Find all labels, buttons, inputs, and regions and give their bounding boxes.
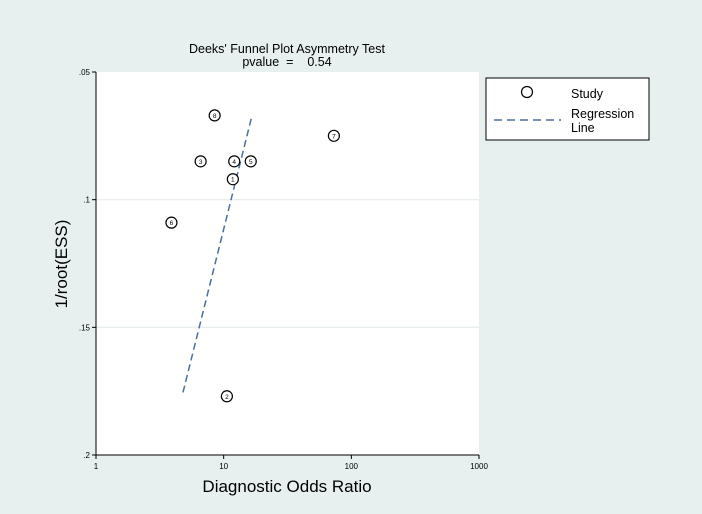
study-point-label-8: 8 bbox=[213, 113, 217, 120]
legend-regression-label-1: Regression bbox=[571, 107, 634, 121]
x-tick-label: 1000 bbox=[470, 462, 488, 471]
study-point-6 bbox=[165, 216, 178, 229]
chart-subtitle: pvalue = 0.54 bbox=[242, 55, 331, 69]
y-tick-label: .1 bbox=[83, 196, 90, 205]
study-point-4 bbox=[228, 155, 241, 168]
plot-area bbox=[96, 72, 479, 455]
study-point-7 bbox=[327, 129, 340, 142]
legend: Study Regression Line bbox=[485, 77, 650, 141]
x-tick-label: 10 bbox=[219, 462, 228, 471]
study-point-1 bbox=[226, 173, 239, 186]
regression-line bbox=[182, 117, 253, 393]
y-tick-label: .15 bbox=[79, 323, 91, 332]
x-tick-label: 1 bbox=[94, 462, 99, 471]
legend-box bbox=[485, 77, 650, 141]
study-point-3 bbox=[194, 155, 207, 168]
x-axis-label: Diagnostic Odds Ratio bbox=[202, 477, 371, 496]
chart-title: Deeks' Funnel Plot Asymmetry Test bbox=[189, 42, 386, 56]
study-point-8 bbox=[208, 109, 221, 122]
study-point-label-7: 7 bbox=[332, 133, 336, 140]
study-point-label-3: 3 bbox=[199, 159, 203, 166]
study-point-label-4: 4 bbox=[232, 159, 236, 166]
y-axis-label: 1/root(ESS) bbox=[52, 220, 71, 309]
plot-group: .05 .1 .15 .2 1 10 100 1000 1 2 3 4 5 6 7 8 bbox=[79, 68, 489, 471]
legend-study-label: Study bbox=[571, 87, 604, 101]
study-point-label-5: 5 bbox=[249, 159, 253, 166]
legend-regression-label-2: Line bbox=[571, 121, 595, 135]
y-tick-label: .2 bbox=[83, 451, 90, 460]
y-tick-label: .05 bbox=[79, 68, 91, 77]
legend-study-marker bbox=[520, 85, 534, 99]
x-tick-label: 100 bbox=[345, 462, 359, 471]
study-point-5 bbox=[244, 155, 257, 168]
study-point-2 bbox=[220, 390, 233, 403]
study-point-label-1: 1 bbox=[231, 177, 235, 184]
study-point-label-2: 2 bbox=[225, 394, 229, 401]
study-point-label-6: 6 bbox=[170, 220, 174, 227]
